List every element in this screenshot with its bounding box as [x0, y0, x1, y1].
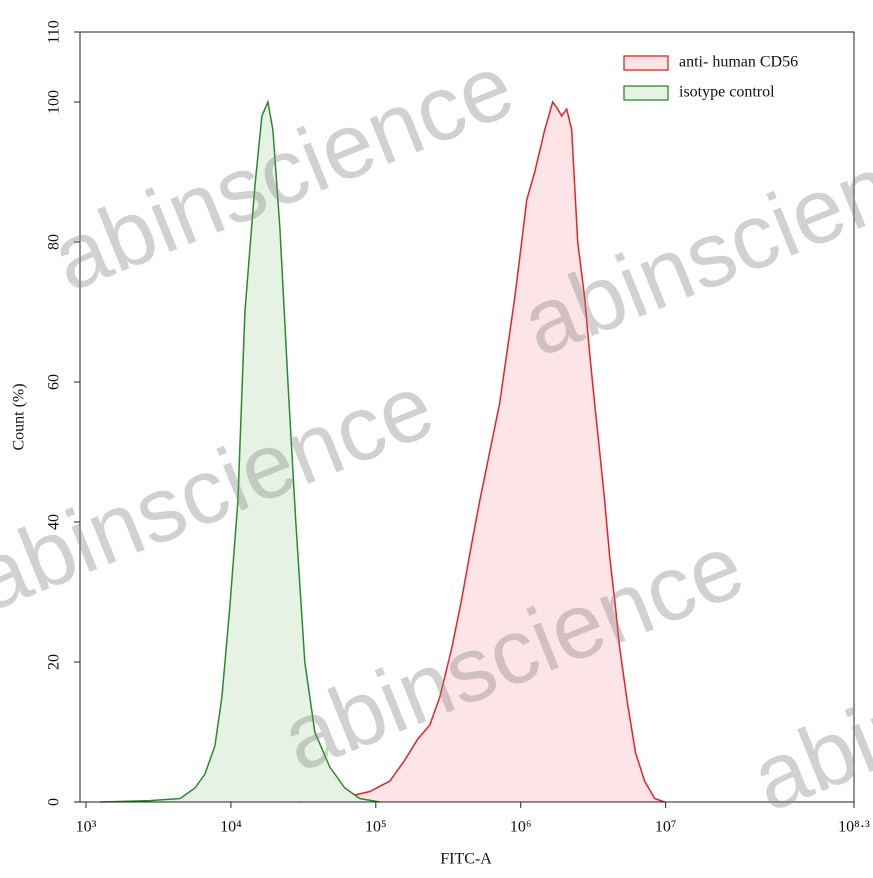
- y-tick-label: 60: [46, 374, 63, 390]
- line: [99, 99, 380, 803]
- y-tick-label: 100: [46, 90, 63, 114]
- x-axis-label: FITC-A: [440, 851, 492, 868]
- x-tick-label: 10⁸·³: [838, 819, 870, 836]
- y-tick-label: 20: [46, 654, 63, 670]
- y-tick-label: 0: [46, 798, 63, 806]
- y-tick-label: 110: [46, 20, 63, 43]
- x-tick-label: 10⁷: [655, 819, 677, 836]
- legend-label: anti- human CD56: [679, 54, 798, 71]
- y-axis-label: Count (%): [11, 383, 28, 450]
- legend-label: isotype control: [679, 84, 775, 101]
- x-tick-label: 10⁶: [510, 819, 532, 836]
- y-tick-label: 40: [46, 514, 63, 530]
- line: [299, 100, 665, 803]
- legend-swatch: [623, 85, 669, 101]
- area-fill: [299, 102, 665, 802]
- watermark: abinscience: [738, 554, 873, 831]
- plot-frame: [79, 31, 855, 803]
- y-tick-label: 80: [46, 234, 63, 250]
- legend-swatch: [623, 55, 669, 71]
- x-tick-label: 10⁵: [365, 819, 387, 836]
- watermark: abinscience: [0, 354, 447, 631]
- x-tick-label: 10⁴: [220, 819, 242, 836]
- x-tick-label: 10³: [76, 819, 97, 836]
